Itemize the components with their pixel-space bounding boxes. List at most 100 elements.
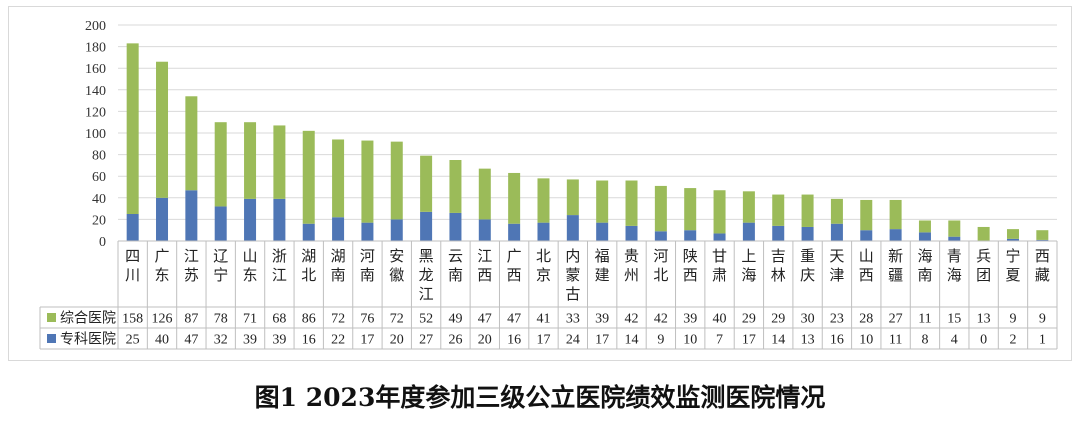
data-label: 9 (657, 333, 664, 348)
x-category-label-char: 蒙 (565, 266, 580, 284)
bar-segment (185, 190, 198, 241)
x-category-label-char: 重 (800, 247, 815, 265)
x-category-label-char: 古 (565, 285, 580, 303)
data-label: 10 (859, 333, 873, 348)
bar-segment (596, 222, 609, 241)
bar-segment (654, 185, 667, 232)
data-label: 47 (184, 333, 198, 348)
bar-segment (566, 215, 579, 241)
x-category-label-char: 福 (595, 247, 610, 265)
data-label: 17 (360, 333, 374, 348)
data-label: 29 (742, 312, 756, 327)
x-category-label-char: 宁 (213, 266, 228, 284)
x-category-label-char: 河 (360, 247, 375, 265)
bar-segment (361, 222, 374, 241)
x-category-label-char: 广 (155, 247, 170, 265)
x-category-label-char: 肃 (712, 266, 727, 284)
data-label: 41 (536, 312, 550, 327)
data-label: 52 (419, 312, 433, 327)
data-label: 26 (448, 333, 462, 348)
data-label: 39 (243, 333, 257, 348)
x-category-label-char: 海 (741, 266, 756, 284)
x-category-label-char: 夏 (1005, 266, 1020, 284)
bar-segment (948, 236, 961, 241)
bar-segment (478, 219, 491, 241)
bar-segment (126, 214, 139, 241)
x-category-label-char: 广 (507, 247, 522, 265)
x-category-label-char: 辽 (213, 247, 228, 265)
data-label: 4 (951, 333, 958, 348)
data-label: 47 (478, 312, 492, 327)
data-label: 68 (272, 312, 286, 327)
x-category-label-char: 云 (448, 247, 463, 265)
x-category-label-char: 青 (947, 247, 962, 265)
data-label: 42 (654, 312, 668, 327)
bar-segment (478, 168, 491, 220)
data-label: 15 (947, 312, 961, 327)
y-tick-label: 40 (92, 192, 106, 207)
x-category-label-char: 徽 (389, 266, 404, 284)
data-label: 47 (507, 312, 521, 327)
bar-segment (244, 122, 257, 199)
bar-segment (126, 43, 139, 214)
x-category-label-char: 北 (536, 247, 551, 265)
legend-key (47, 313, 56, 322)
x-category-label-char: 庆 (800, 266, 815, 284)
x-category-label-char: 团 (976, 266, 991, 284)
data-label: 40 (155, 333, 169, 348)
data-label: 16 (830, 333, 844, 348)
data-label: 14 (625, 333, 639, 348)
x-category-label-char: 建 (595, 266, 610, 284)
y-tick-label: 180 (85, 41, 106, 56)
x-category-label-char: 南 (360, 266, 375, 284)
x-category-label-char: 南 (917, 266, 932, 284)
x-category-label-char: 北 (653, 266, 668, 284)
data-label: 29 (771, 312, 785, 327)
x-category-label-char: 四 (125, 247, 140, 265)
data-label: 49 (448, 312, 462, 327)
x-category-label-char: 苏 (184, 266, 199, 284)
x-category-label-char: 贵 (624, 247, 639, 265)
x-category-label-char: 西 (507, 266, 522, 284)
data-label: 23 (830, 312, 844, 327)
x-category-label-char: 山 (859, 247, 874, 265)
bar-segment (918, 232, 931, 241)
data-label: 20 (478, 333, 492, 348)
x-category-label-char: 天 (829, 247, 844, 265)
bar-segment (713, 233, 726, 241)
bar-segment (772, 225, 785, 241)
bar-segment (1036, 239, 1049, 241)
x-category-label-char: 新 (888, 247, 903, 265)
x-category-label-char: 黑 (419, 247, 434, 265)
data-label: 9 (1039, 312, 1046, 327)
bar-segment (361, 140, 374, 223)
data-label: 11 (889, 333, 902, 348)
x-category-label-char: 宁 (1005, 247, 1020, 265)
bar-segment (830, 198, 843, 224)
x-category-label-char: 湖 (301, 247, 316, 265)
data-label: 17 (742, 333, 756, 348)
bar-segment (977, 226, 990, 241)
x-category-label-char: 甘 (712, 247, 727, 265)
bar-segment (244, 198, 257, 241)
data-label: 27 (419, 333, 433, 348)
x-category-label-char: 浙 (272, 247, 287, 265)
bar-segment (449, 160, 462, 213)
bar-segment (801, 194, 814, 227)
data-label: 14 (771, 333, 785, 348)
bar-segment (625, 180, 638, 226)
x-category-label-char: 江 (419, 285, 434, 303)
x-category-label-char: 陕 (683, 247, 698, 265)
bar-segment (537, 178, 550, 223)
bar-segment (1006, 229, 1019, 239)
x-category-label-char: 江 (477, 247, 492, 265)
bar-segment (420, 211, 433, 241)
data-label: 42 (625, 312, 639, 327)
y-tick-label: 160 (85, 62, 106, 77)
data-label: 72 (390, 312, 404, 327)
bar-segment (684, 188, 697, 231)
bar-segment (332, 139, 345, 218)
data-label: 16 (507, 333, 521, 348)
bar-segment (390, 141, 403, 220)
data-label: 76 (360, 312, 374, 327)
